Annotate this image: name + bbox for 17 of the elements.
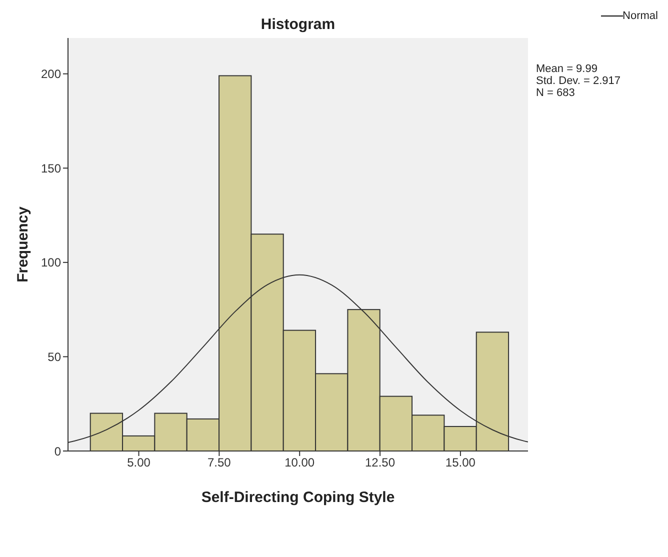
y-tick-label: 0: [54, 444, 62, 458]
legend-label: Normal: [622, 10, 658, 22]
text: Mean = 9.99: [536, 63, 598, 75]
text: N = 683: [536, 87, 576, 99]
x-tick-label: 5.00: [127, 456, 151, 470]
text: Std. Dev. = 2.917: [536, 75, 620, 87]
y-tick-label: 100: [40, 256, 62, 270]
y-tick-label: 150: [40, 161, 62, 176]
x-tick-label: 10.00: [284, 456, 315, 470]
x-axis-title: Self-Directing Coping Style: [201, 489, 395, 506]
chart-title: Histogram: [260, 16, 336, 33]
y-tick-label: 50: [48, 350, 62, 364]
x-tick-label: 12.50: [365, 456, 396, 470]
y-tick-label: 200: [40, 67, 62, 82]
y-axis-title: Frequency: [14, 206, 32, 282]
x-tick-label: 15.00: [445, 456, 476, 470]
x-tick-label: 7.50: [208, 456, 232, 470]
